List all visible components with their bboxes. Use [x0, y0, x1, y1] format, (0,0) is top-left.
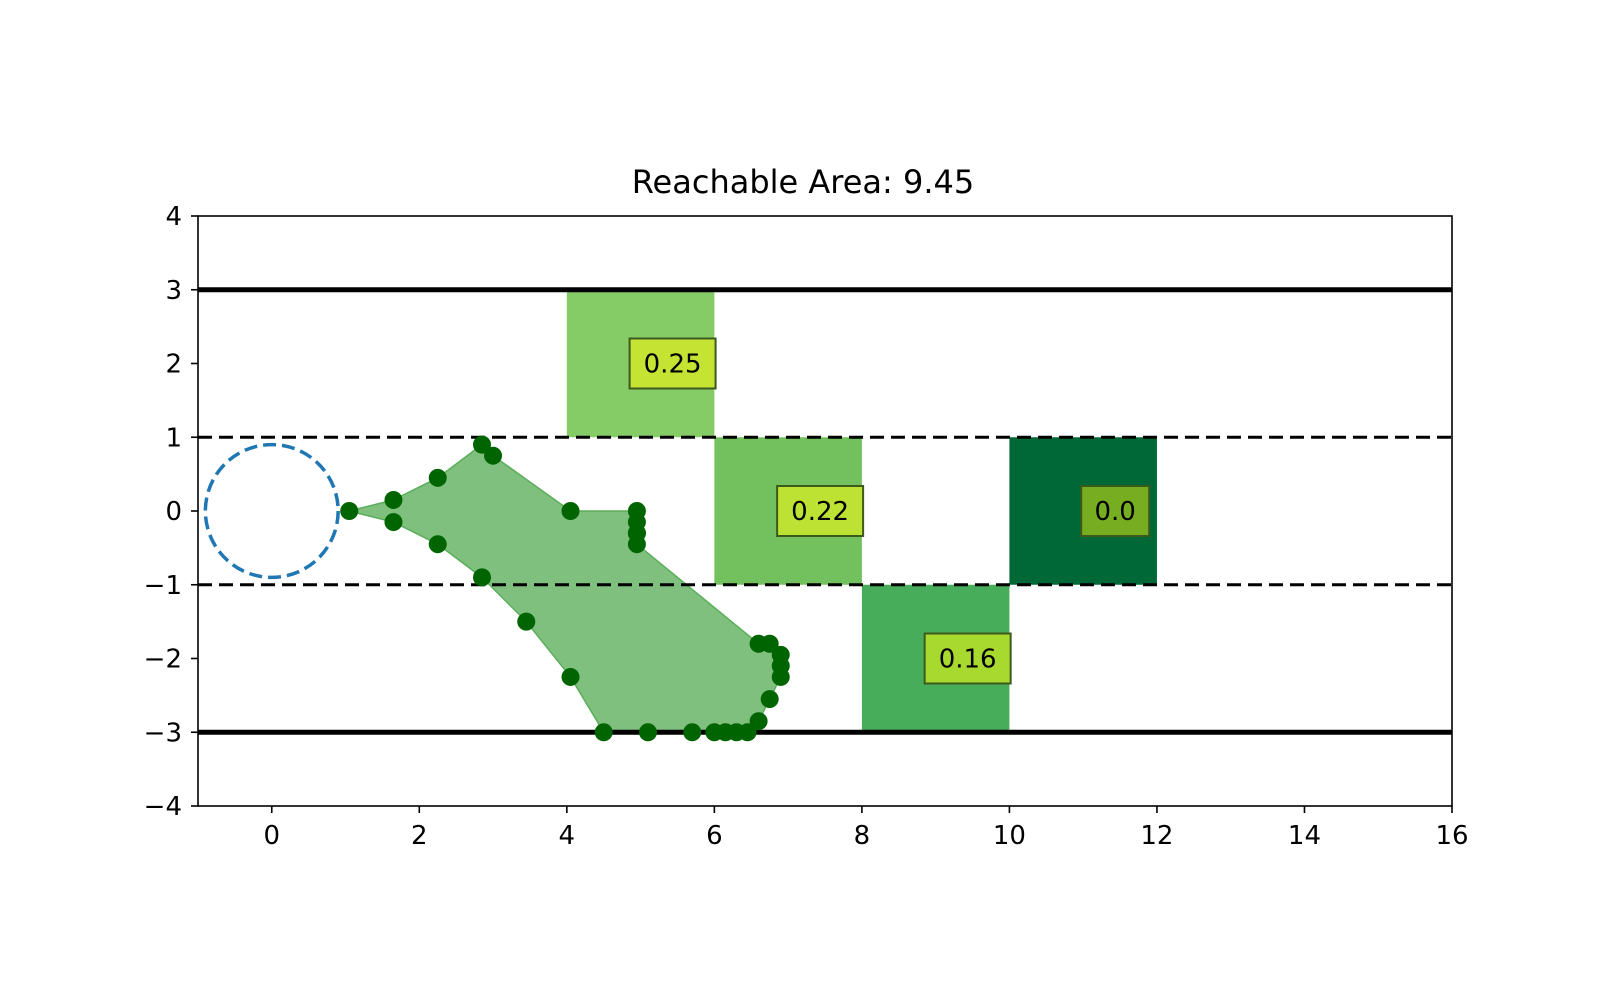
x-tick-label: 6 — [706, 821, 723, 851]
y-tick-label: −1 — [144, 571, 182, 601]
x-tick-label: 12 — [1140, 821, 1173, 851]
reachable-point — [627, 524, 646, 543]
cell-value-label: 0.25 — [644, 350, 702, 380]
start-circle — [203, 442, 340, 580]
reachable-point — [384, 513, 403, 532]
reachable-point — [749, 712, 768, 731]
x-tick-label: 16 — [1435, 821, 1468, 851]
x-tick-label: 8 — [854, 821, 871, 851]
reachable-point — [472, 435, 491, 454]
y-tick-label: 2 — [165, 350, 182, 380]
cell-value-label: 0.0 — [1094, 497, 1135, 527]
x-tick-label: 14 — [1288, 821, 1321, 851]
cell-value-label: 0.16 — [939, 645, 997, 675]
reachable-point — [683, 723, 702, 742]
cell-label-box — [628, 337, 717, 390]
reachable-point — [771, 667, 790, 686]
reachable-point — [760, 690, 779, 709]
cell-label-box — [776, 485, 865, 537]
y-tick-label: 1 — [165, 423, 182, 453]
x-tick-label: 10 — [993, 821, 1026, 851]
reachable-point — [428, 535, 447, 554]
reachable-point — [472, 568, 491, 587]
reachable-point — [340, 502, 359, 520]
reachable-point — [517, 612, 536, 631]
reachable-point — [384, 490, 403, 509]
reachable-point — [561, 502, 580, 520]
cell-value-label: 0.22 — [791, 497, 849, 527]
cell-label-box — [923, 632, 1012, 685]
reachable-point — [428, 468, 447, 487]
y-tick-label: −4 — [144, 792, 182, 822]
reachable-point — [738, 723, 757, 742]
reachable-point — [638, 723, 657, 742]
y-tick-label: −2 — [144, 645, 182, 675]
reachable-point — [594, 723, 613, 742]
reachable-point — [561, 667, 580, 686]
x-tick-label: 0 — [263, 821, 280, 851]
reachable-point — [760, 634, 779, 653]
x-tick-label: 4 — [559, 821, 576, 851]
reachable-point — [484, 446, 503, 465]
plot-area: 0.250.220.160.00 2 4 6 8 10 12 14 1643210−1−2−3−… — [144, 202, 1469, 851]
y-tick-label: 4 — [165, 202, 182, 232]
chart-title: Reachable Area: 9.45 — [632, 163, 974, 201]
x-tick-label: 2 — [411, 821, 428, 851]
y-tick-label: 3 — [165, 276, 182, 306]
cell-label-box — [1080, 485, 1151, 537]
y-tick-label: −3 — [144, 718, 182, 748]
y-tick-label: 0 — [165, 497, 182, 527]
